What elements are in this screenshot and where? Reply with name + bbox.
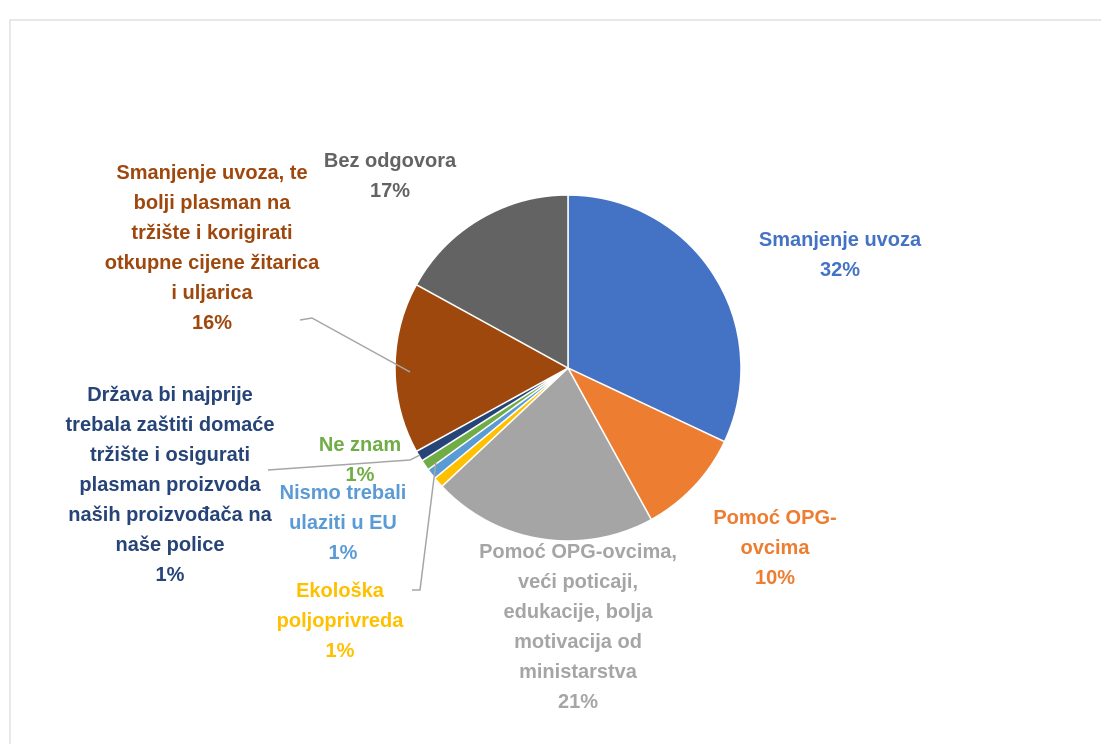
leader-line <box>267 454 421 471</box>
value-label: 10% <box>754 567 796 589</box>
category-label: Bez odgovora <box>323 150 457 172</box>
slice-label: Nismo trebali ulaziti u EU 1% <box>273 478 413 568</box>
pie-slice <box>394 283 570 453</box>
category-label: Smanjenje uvoza, te bolji plasman na trž… <box>104 162 320 304</box>
value-label: 1% <box>328 542 358 564</box>
leader-line <box>299 317 411 373</box>
value-label: 1% <box>325 640 355 662</box>
slice-label: Pomoć OPG-ovcima, veći poticaji, edukaci… <box>473 537 683 717</box>
category-label: Pomoć OPG-ovcima, veći poticaji, edukaci… <box>479 541 677 683</box>
slice-label: Pomoć OPG-ovcima 10% <box>705 503 845 593</box>
slice-label: Smanjenje uvoza 32% <box>725 225 955 285</box>
chart-border <box>9 19 1101 744</box>
slice-label: Ne znam 1% <box>300 430 420 490</box>
slice-label: Ekološka poljoprivreda 1% <box>255 576 425 666</box>
pie-slice <box>415 194 569 370</box>
category-label: Smanjenje uvoza <box>758 229 922 251</box>
category-label: Ne znam <box>318 434 402 456</box>
pie-slice <box>566 366 726 521</box>
slice-label: Država bi najprije trebala zaštiti domać… <box>58 380 283 590</box>
value-label: 1% <box>345 464 375 486</box>
category-label: Nismo trebali ulaziti u EU <box>279 482 407 534</box>
value-label: 17% <box>369 180 411 202</box>
category-label: Pomoć OPG-ovcima <box>713 507 837 559</box>
leader-line <box>412 461 437 591</box>
slice-label: Smanjenje uvoza, te bolji plasman na trž… <box>105 158 320 338</box>
pie-slice <box>440 366 653 542</box>
category-label: Ekološka poljoprivreda <box>276 580 404 632</box>
value-label: 1% <box>155 564 185 586</box>
value-label: 32% <box>819 259 861 281</box>
leader-lines <box>267 317 437 591</box>
slice-label: Bez odgovora 17% <box>300 146 480 206</box>
category-label: Država bi najprije trebala zaštiti domać… <box>65 384 275 556</box>
value-label: 21% <box>557 691 599 713</box>
value-label: 16% <box>191 312 233 334</box>
pie-slice <box>567 194 742 443</box>
